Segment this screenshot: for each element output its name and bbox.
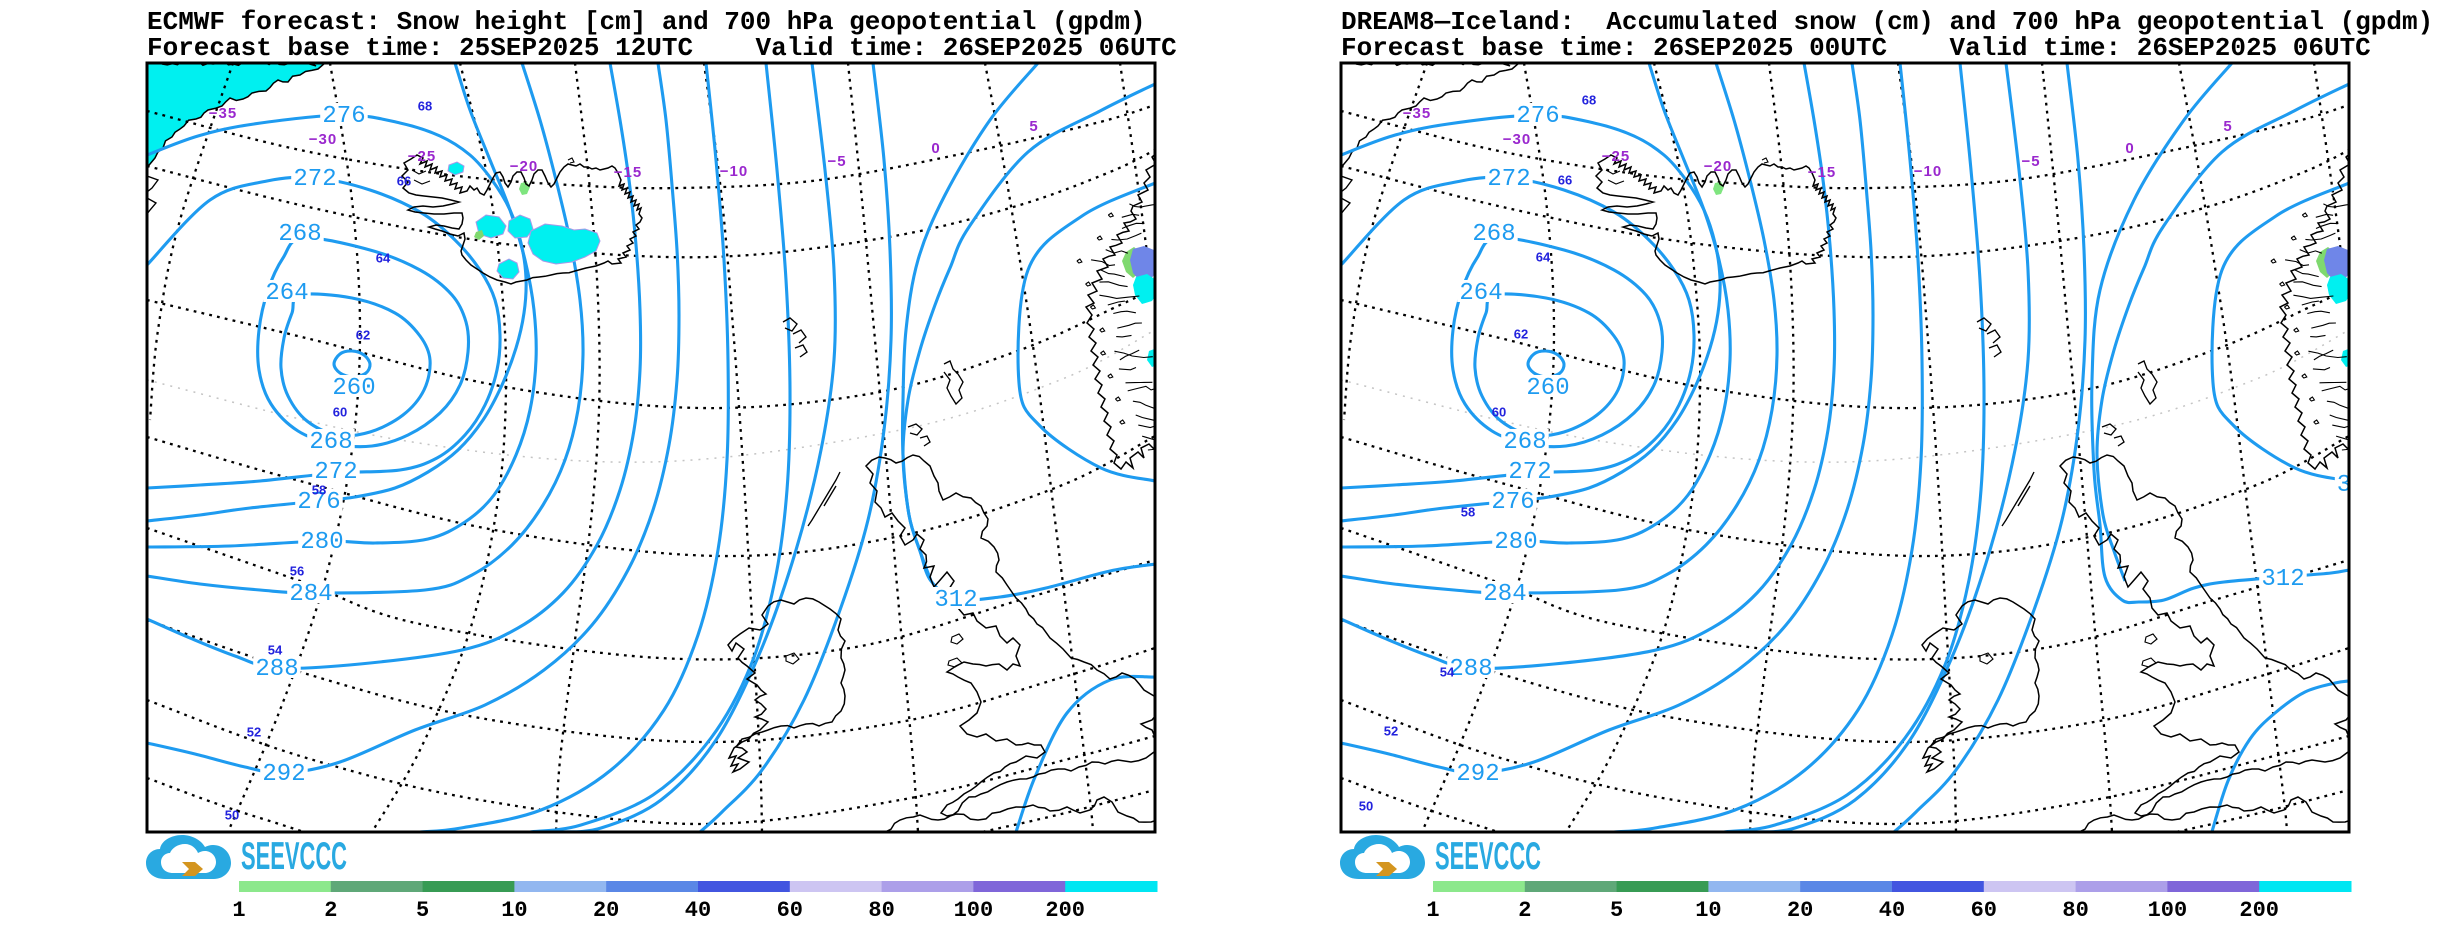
- svg-text:50: 50: [225, 808, 239, 823]
- svg-text:0: 0: [931, 140, 940, 157]
- svg-text:−5: −5: [827, 153, 846, 170]
- svg-text:60: 60: [1492, 405, 1506, 420]
- svg-text:SEEVCCC: SEEVCCC: [241, 835, 347, 878]
- svg-text:284: 284: [289, 581, 332, 608]
- svg-text:−5: −5: [2021, 153, 2040, 170]
- svg-text:ECMWF forecast: Snow height [c: ECMWF forecast: Snow height [cm] and 700…: [147, 7, 1146, 37]
- svg-text:100: 100: [2148, 898, 2188, 923]
- svg-text:260: 260: [332, 375, 375, 402]
- svg-text:−25: −25: [408, 148, 436, 165]
- svg-text:292: 292: [262, 761, 305, 788]
- svg-text:5: 5: [2223, 118, 2232, 135]
- svg-text:−30: −30: [309, 131, 337, 148]
- svg-text:264: 264: [265, 280, 308, 307]
- svg-text:272: 272: [314, 459, 357, 486]
- svg-text:3: 3: [2337, 472, 2351, 499]
- svg-text:−20: −20: [1704, 158, 1732, 175]
- svg-text:58: 58: [312, 483, 326, 498]
- svg-text:80: 80: [868, 898, 894, 923]
- svg-text:−10: −10: [720, 163, 748, 180]
- svg-text:60: 60: [777, 898, 803, 923]
- svg-text:200: 200: [1045, 898, 1085, 923]
- svg-text:100: 100: [954, 898, 994, 923]
- svg-text:60: 60: [1971, 898, 1997, 923]
- svg-text:268: 268: [278, 221, 321, 248]
- svg-text:5: 5: [1029, 118, 1038, 135]
- svg-text:SEEVCCC: SEEVCCC: [1435, 835, 1541, 878]
- svg-text:276: 276: [297, 489, 340, 516]
- svg-text:2: 2: [1518, 898, 1531, 923]
- svg-text:−15: −15: [1808, 164, 1836, 181]
- svg-text:268: 268: [1503, 429, 1546, 456]
- svg-text:312: 312: [934, 587, 977, 614]
- svg-text:288: 288: [255, 656, 298, 683]
- svg-text:−30: −30: [1503, 131, 1531, 148]
- svg-text:200: 200: [2239, 898, 2279, 923]
- svg-text:5: 5: [416, 898, 429, 923]
- svg-text:64: 64: [1536, 250, 1551, 265]
- svg-text:272: 272: [1487, 166, 1530, 193]
- svg-text:54: 54: [268, 643, 283, 658]
- svg-text:272: 272: [293, 166, 336, 193]
- svg-text:276: 276: [322, 103, 365, 130]
- svg-text:268: 268: [309, 429, 352, 456]
- svg-text:DREAM8—Iceland: Accumulated s: DREAM8—Iceland: Accumulated snow (cm) an…: [1341, 7, 2433, 37]
- svg-text:20: 20: [1787, 898, 1813, 923]
- svg-text:Forecast base time: 26SEP2025: Forecast base time: 26SEP2025 00UTC Vali…: [1341, 33, 2371, 63]
- svg-text:264: 264: [1459, 280, 1502, 307]
- svg-text:268: 268: [1472, 221, 1515, 248]
- svg-text:52: 52: [247, 725, 261, 740]
- svg-text:−15: −15: [614, 164, 642, 181]
- svg-text:66: 66: [1558, 173, 1572, 188]
- svg-text:276: 276: [1516, 103, 1559, 130]
- svg-text:280: 280: [1494, 529, 1537, 556]
- svg-text:10: 10: [501, 898, 527, 923]
- svg-text:292: 292: [1456, 761, 1499, 788]
- svg-text:68: 68: [418, 99, 432, 114]
- svg-text:−35: −35: [1403, 105, 1431, 122]
- svg-text:50: 50: [1359, 799, 1373, 814]
- svg-text:68: 68: [1582, 93, 1596, 108]
- svg-text:312: 312: [2261, 566, 2304, 593]
- svg-text:40: 40: [685, 898, 711, 923]
- svg-text:66: 66: [397, 174, 411, 189]
- svg-text:64: 64: [376, 251, 391, 266]
- svg-text:−10: −10: [1914, 163, 1942, 180]
- svg-text:2: 2: [324, 898, 337, 923]
- svg-text:1: 1: [232, 898, 245, 923]
- svg-text:280: 280: [300, 529, 343, 556]
- svg-text:5: 5: [1610, 898, 1623, 923]
- svg-text:288: 288: [1449, 656, 1492, 683]
- svg-text:62: 62: [356, 328, 370, 343]
- svg-text:20: 20: [593, 898, 619, 923]
- svg-text:272: 272: [1508, 459, 1551, 486]
- svg-text:−20: −20: [510, 158, 538, 175]
- svg-text:40: 40: [1879, 898, 1905, 923]
- svg-text:60: 60: [333, 405, 347, 420]
- svg-text:276: 276: [1491, 489, 1534, 516]
- svg-text:−25: −25: [1602, 148, 1630, 165]
- svg-text:0: 0: [2125, 140, 2134, 157]
- svg-text:56: 56: [290, 564, 304, 579]
- svg-text:10: 10: [1695, 898, 1721, 923]
- svg-text:54: 54: [1440, 665, 1455, 680]
- svg-text:58: 58: [1461, 505, 1475, 520]
- svg-text:Forecast base time: 25SEP2025: Forecast base time: 25SEP2025 12UTC Vali…: [147, 33, 1177, 63]
- svg-text:−35: −35: [209, 105, 237, 122]
- svg-text:62: 62: [1514, 327, 1528, 342]
- svg-text:1: 1: [1426, 898, 1439, 923]
- svg-text:260: 260: [1526, 375, 1569, 402]
- svg-text:80: 80: [2062, 898, 2088, 923]
- svg-text:52: 52: [1384, 724, 1398, 739]
- svg-text:284: 284: [1483, 581, 1526, 608]
